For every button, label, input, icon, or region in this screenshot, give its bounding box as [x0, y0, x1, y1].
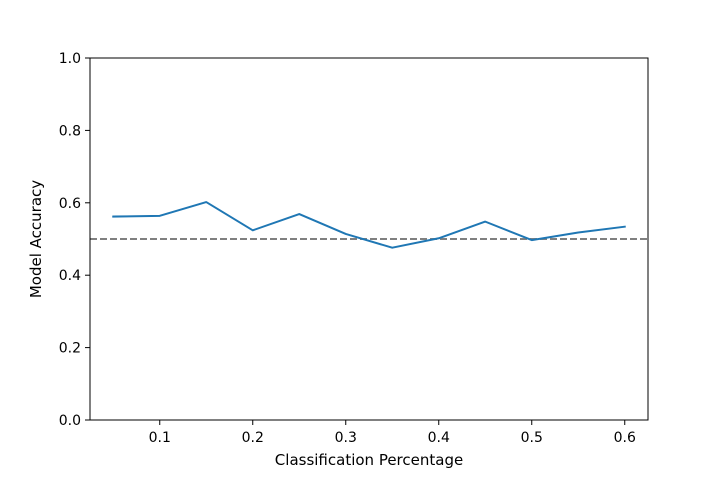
x-tick-label: 0.2 [242, 430, 264, 446]
y-axis-label: Model Accuracy [27, 180, 45, 298]
series-line [112, 201, 626, 249]
y-tick-label: 0.4 [59, 268, 81, 284]
y-tick-label: 0.6 [59, 196, 81, 212]
plot-area-frame [89, 57, 649, 421]
y-tick-label: 1.0 [59, 51, 81, 67]
x-tick-label: 0.3 [335, 430, 357, 446]
y-tick-label: 0.8 [59, 123, 81, 139]
x-tick-label: 0.5 [521, 430, 543, 446]
y-tick-label: 0.2 [59, 341, 81, 357]
x-axis-label: Classification Percentage [275, 451, 463, 469]
x-tick-label: 0.4 [428, 430, 450, 446]
x-tick-label: 0.1 [149, 430, 171, 446]
x-tick-label: 0.6 [614, 430, 636, 446]
y-tick-label: 0.0 [59, 413, 81, 429]
